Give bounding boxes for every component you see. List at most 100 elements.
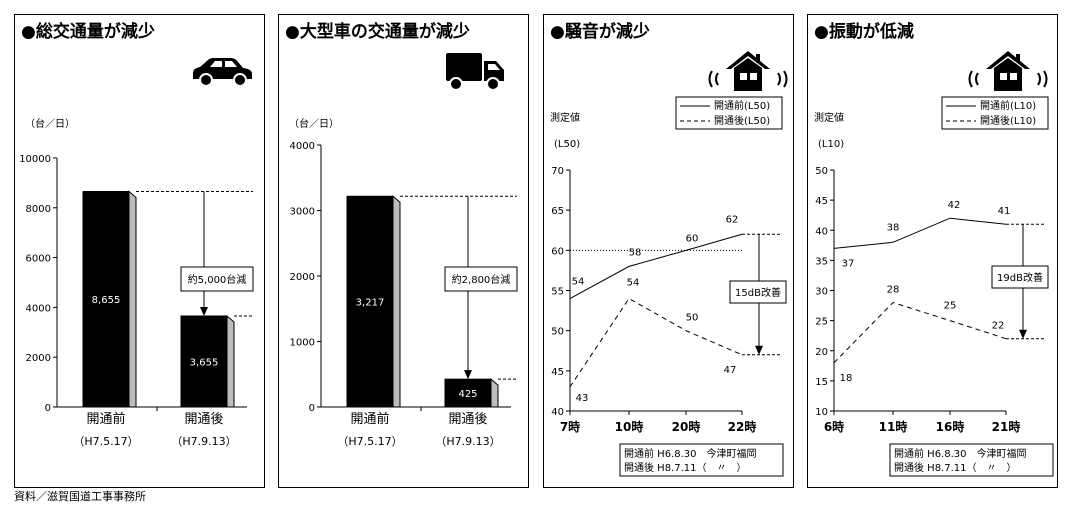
noise-chart: 開通前(L50) 開通後(L50) 測定値 (L50) 40 45 50 55 60 65 70 7時… [550, 51, 788, 477]
data-label: 47 [724, 365, 737, 376]
heavy-vehicle-chart: （台／日） 0 1000 2000 3000 4000 3,217 開通前 （H7.5.17） 4… [289, 53, 518, 448]
annotation-text: 約5,000台減 [188, 273, 247, 286]
y-tick-label: 30 [815, 287, 828, 298]
x-date-label: （H7.5.17） [337, 435, 402, 448]
chart-title: ●騒音が減少 [550, 22, 650, 42]
y-tick-label: 2000 [26, 353, 51, 364]
vibration-panel: ●振動が低減 開通前(L10) 開通後(L10) 測定値 (L10) 10 15 20 25 3… [807, 14, 1058, 488]
y-tick-label: 25 [815, 317, 828, 328]
x-tick-label: 10時 [615, 419, 644, 434]
data-label: 42 [948, 200, 961, 211]
data-label: 22 [992, 321, 1005, 332]
data-label: 60 [686, 233, 699, 244]
y-tick-label: 45 [815, 196, 828, 207]
vibration-chart: 開通前(L10) 開通後(L10) 測定値 (L10) 10 15 20 25 30 35 40 45… [814, 51, 1054, 477]
data-label: 41 [998, 206, 1011, 217]
y-tick-label: 15 [815, 377, 828, 388]
measurement-note-box [889, 443, 1054, 477]
data-label: 58 [629, 247, 642, 258]
y-tick-label: 40 [815, 226, 828, 237]
x-date-label: （H7.5.17） [73, 435, 138, 448]
data-label: 37 [842, 258, 855, 269]
bar-side [226, 314, 235, 408]
data-label: 38 [887, 222, 900, 233]
y-tick-label: 0 [45, 403, 51, 414]
annotation-text: 約2,800台減 [452, 273, 511, 286]
traffic-total-chart: （台／日） 0 2000 4000 6000 8000 10000 8,655 開通前 （H7.5… [19, 58, 254, 448]
x-tick-label: 11時 [879, 419, 908, 434]
bar-side [392, 195, 401, 408]
annotation-box [444, 266, 518, 292]
bar [82, 190, 130, 408]
x-tick-label: 22時 [728, 419, 757, 434]
data-label: 25 [944, 301, 957, 312]
measurement-note-line: 開通後 H8.7.11（ 〃 ） [624, 461, 747, 474]
measurement-note-box [619, 443, 784, 477]
legend-box [941, 96, 1049, 130]
x-tick-label: 21時 [992, 419, 1021, 434]
improvement-arrow-head [1019, 329, 1027, 339]
house-icon [968, 51, 1048, 91]
truck-icon [446, 53, 504, 91]
y-tick-label: 40 [551, 407, 564, 418]
bar-side [128, 190, 137, 408]
y-axis-label: （台／日） [289, 117, 339, 130]
series-after-line [833, 301, 1007, 364]
data-label: 18 [840, 373, 853, 384]
data-label: 62 [726, 214, 739, 225]
annotation-box [180, 266, 254, 292]
data-label: 54 [627, 278, 640, 289]
y-tick-label: 6000 [26, 254, 51, 265]
series-after-line [569, 297, 743, 388]
decrease-arrow-head [200, 306, 208, 316]
y-tick-label: 3000 [290, 207, 315, 218]
x-category-label: 開通前 [86, 411, 125, 427]
legend-label: 開通後(L10) [980, 114, 1036, 127]
x-date-label: （H7.9.13） [435, 435, 500, 448]
y-tick-label: 20 [815, 347, 828, 358]
y-tick-label: 2000 [290, 272, 315, 283]
y-tick-label: 35 [815, 256, 828, 267]
source-note: 資料／滋賀国道工事事務所 [14, 490, 146, 503]
x-tick-label: 6時 [824, 419, 844, 434]
annotation-box [729, 280, 787, 304]
x-tick-label: 16時 [936, 419, 965, 434]
series-before-line [569, 233, 743, 299]
y-tick-label: 8000 [26, 204, 51, 215]
y-tick-label: 0 [309, 403, 315, 414]
legend-label: 開通後(L50) [714, 114, 770, 127]
y-tick-label: 65 [551, 206, 564, 217]
bar-value-label: 425 [458, 389, 477, 400]
y-axis-label: 測定値 [814, 111, 844, 124]
y-axis-label: （台／日） [25, 117, 75, 130]
bar [180, 315, 228, 408]
y-tick-label: 50 [815, 166, 828, 177]
chart-title: ●振動が低減 [814, 22, 914, 42]
y-tick-label: 10000 [19, 154, 51, 165]
bar-side [490, 378, 499, 408]
measurement-note-line: 開通前 H6.8.30 今津町福岡 [894, 447, 1027, 460]
series-before-line [833, 217, 1007, 249]
y-tick-label: 55 [551, 287, 564, 298]
improvement-arrow-head [755, 345, 763, 355]
y-tick-label: 70 [551, 166, 564, 177]
y-unit-label: (L10) [818, 139, 844, 150]
legend-label: 開通前(L10) [980, 99, 1036, 112]
y-tick-label: 10 [815, 407, 828, 418]
bar [346, 195, 394, 408]
x-tick-label: 20時 [672, 419, 701, 434]
x-category-label: 開通前 [350, 411, 389, 427]
noise-panel: ●騒音が減少 開通前(L50) 開通後(L50) 測定値 (L50) 40 45 50 55 6… [543, 14, 794, 488]
annotation-text: 19dB改善 [997, 271, 1043, 284]
car-icon [193, 58, 252, 87]
data-label: 28 [887, 285, 900, 296]
y-tick-label: 4000 [290, 141, 315, 152]
x-category-label: 開通後 [184, 412, 223, 427]
x-date-label: （H7.9.13） [171, 435, 236, 448]
legend-box [675, 96, 783, 130]
y-tick-label: 1000 [290, 338, 315, 349]
bar-value-label: 8,655 [92, 295, 121, 306]
house-icon [708, 51, 788, 91]
annotation-text: 15dB改善 [735, 286, 781, 299]
x-tick-label: 7時 [560, 419, 580, 434]
